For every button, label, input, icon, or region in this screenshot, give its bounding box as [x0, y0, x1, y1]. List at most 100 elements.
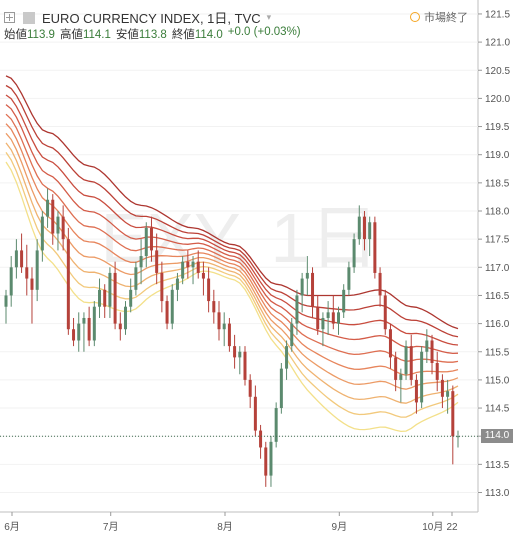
candle-body	[399, 374, 403, 380]
y-tick-label: 120.0	[485, 94, 510, 105]
candle-body	[326, 312, 330, 318]
candle	[9, 256, 13, 307]
candle	[290, 317, 294, 352]
candle-body	[144, 227, 148, 257]
candle-body	[92, 306, 96, 341]
candle-body	[295, 295, 299, 324]
candle	[373, 216, 377, 279]
candle	[435, 351, 439, 392]
candle	[253, 385, 257, 437]
candle-body	[420, 351, 424, 403]
y-tick-label: 115.5	[485, 347, 510, 358]
candle	[20, 233, 24, 273]
candle-body	[139, 256, 143, 268]
candle	[388, 323, 392, 369]
y-tick-label: 117.5	[485, 235, 510, 246]
candle-body	[248, 379, 252, 397]
candle	[191, 256, 195, 285]
candle	[409, 334, 413, 386]
candle	[394, 351, 398, 392]
collapse-icon[interactable]	[4, 12, 15, 23]
y-tick-label: 119.0	[485, 150, 510, 161]
candle	[35, 239, 39, 302]
candle	[399, 368, 403, 403]
candle	[305, 256, 309, 296]
candle	[362, 211, 366, 251]
y-tick-label: 116.5	[485, 291, 510, 302]
candle-body	[155, 250, 159, 273]
candle-body	[14, 250, 18, 268]
candle	[326, 301, 330, 335]
candle-body	[430, 340, 434, 364]
candle	[446, 379, 450, 414]
candle-body	[316, 306, 320, 330]
clock-icon	[410, 12, 420, 22]
ohlc-row: 始値113.9 高値114.1 安値113.8 終値114.0 +0.0 (+0…	[4, 26, 301, 42]
candle-body	[227, 323, 231, 347]
candle-body	[40, 216, 44, 251]
candle	[414, 374, 418, 414]
candle-body	[394, 357, 398, 380]
candle-body	[456, 436, 460, 438]
candle	[98, 278, 102, 318]
chevron-down-icon[interactable]: ▾	[266, 12, 272, 22]
candle-body	[342, 289, 346, 313]
candle	[227, 317, 231, 352]
candle-body	[352, 239, 356, 268]
candle	[46, 188, 50, 228]
candle	[368, 216, 372, 257]
ema-line	[5, 152, 459, 418]
candle-body	[46, 199, 50, 217]
candle-body	[378, 272, 382, 296]
candle	[87, 306, 91, 347]
candle-body	[451, 391, 455, 437]
ema-line	[5, 142, 459, 404]
candle	[378, 267, 382, 307]
x-tick-label: 9月	[332, 521, 348, 533]
candle-body	[25, 267, 29, 279]
candle-body	[191, 261, 195, 268]
candle-body	[87, 317, 91, 341]
candle	[404, 340, 408, 380]
candle	[451, 385, 455, 465]
candle	[440, 374, 444, 409]
candle-body	[425, 340, 429, 352]
candle-body	[259, 430, 263, 448]
candle-body	[305, 272, 309, 279]
candle-body	[383, 295, 387, 330]
candle-body	[212, 301, 216, 313]
y-tick-label: 116.0	[485, 319, 510, 330]
candle	[430, 334, 434, 375]
candle-body	[409, 346, 413, 380]
candle-body	[181, 261, 185, 279]
candle	[357, 205, 361, 245]
candle-body	[72, 329, 76, 341]
candle-body	[331, 312, 335, 324]
candle	[66, 227, 70, 335]
candle-body	[170, 289, 174, 324]
candle-body	[435, 363, 439, 380]
y-tick-label: 120.5	[485, 66, 510, 77]
x-tick-label: 22	[446, 522, 458, 533]
candle	[352, 233, 356, 273]
candle	[456, 430, 460, 448]
candle-body	[165, 301, 169, 324]
candle	[300, 272, 304, 313]
candle	[165, 295, 169, 330]
candle	[4, 289, 8, 324]
candle-body	[269, 441, 273, 476]
y-tick-label: 119.5	[485, 122, 510, 133]
chart-grid	[0, 0, 479, 513]
candle	[56, 211, 60, 251]
candle	[342, 284, 346, 318]
candle	[248, 374, 252, 409]
candle	[123, 301, 127, 335]
candle	[238, 346, 242, 375]
candle	[108, 267, 112, 318]
candle	[196, 250, 200, 279]
candle-body	[196, 261, 200, 273]
candle	[30, 267, 34, 324]
candle-body	[404, 346, 408, 375]
candle-body	[279, 368, 283, 409]
